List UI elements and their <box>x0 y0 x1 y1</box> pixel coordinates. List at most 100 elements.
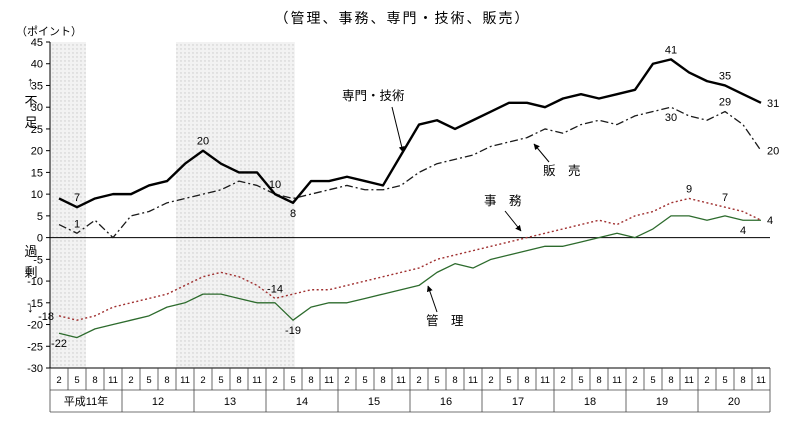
y-tick-label: -5 <box>33 254 43 266</box>
x-year-label: 16 <box>440 396 452 408</box>
point-label: 41 <box>665 44 677 56</box>
point-label: 20 <box>197 136 209 148</box>
annotation-arrow <box>504 210 522 232</box>
x-month-label: 5 <box>146 375 151 386</box>
point-label: 35 <box>719 70 731 82</box>
series-line-専門・技術 <box>58 58 762 209</box>
x-month-label: 5 <box>362 375 367 386</box>
x-month-label: 8 <box>524 375 529 386</box>
point-label: 20 <box>767 146 779 158</box>
x-year-label: 12 <box>152 396 164 408</box>
y-tick-label: 45 <box>31 37 43 49</box>
series-line-販売 <box>58 106 762 239</box>
x-month-label: 11 <box>756 375 766 386</box>
x-month-label: 2 <box>128 375 133 386</box>
x-month-label: 5 <box>722 375 727 386</box>
x-month-label: 5 <box>434 375 439 386</box>
x-month-label: 2 <box>200 375 205 386</box>
x-month-label: 8 <box>452 375 457 386</box>
y-tick-label: 5 <box>37 211 43 223</box>
y-tick-label: 20 <box>31 146 43 158</box>
series-annotation: 販 売 <box>543 163 581 178</box>
x-year-label: 15 <box>368 396 380 408</box>
x-month-label: 8 <box>308 375 313 386</box>
x-month-label: 8 <box>380 375 385 386</box>
chart-title: （管理、事務、専門・技術、販売） <box>274 10 531 26</box>
x-month-label: 5 <box>218 375 223 386</box>
y-tick-label: 15 <box>31 167 43 179</box>
y-tick-label: -30 <box>27 363 43 375</box>
x-month-label: 8 <box>668 375 673 386</box>
shortage-up-arrow-icon: ↑ <box>27 74 34 89</box>
x-month-label: 11 <box>252 375 262 386</box>
surplus-down-arrow-icon: ↓ <box>27 300 34 315</box>
y-tick-label: 0 <box>37 233 43 245</box>
x-month-label: 11 <box>396 375 406 386</box>
series-annotation: 専門・技術 <box>342 89 405 103</box>
x-month-label: 5 <box>650 375 655 386</box>
x-month-label: 11 <box>612 375 622 386</box>
series-line-管理 <box>58 215 761 339</box>
y-tick-label: 35 <box>31 80 43 92</box>
x-month-label: 2 <box>272 375 277 386</box>
point-label: 31 <box>767 98 779 110</box>
x-month-label: 2 <box>560 375 565 386</box>
point-label: 30 <box>665 112 677 124</box>
y-tick-label: 25 <box>31 124 43 136</box>
point-label: 4 <box>767 215 773 227</box>
x-year-label: 14 <box>296 396 308 408</box>
annotation-arrow <box>426 285 438 313</box>
x-year-label: 18 <box>584 396 596 408</box>
series-annotation: 管 理 <box>426 313 464 328</box>
x-month-label: 2 <box>416 375 421 386</box>
point-label: 8 <box>290 208 296 220</box>
recession-band <box>176 42 295 368</box>
point-label: 7 <box>74 192 80 204</box>
annotation-arrow <box>391 106 405 153</box>
y-axis-label-shortage: 不足 <box>24 94 38 130</box>
y-axis-unit-label: （ポイント） <box>16 26 82 38</box>
y-axis-label-surplus: 過剰 <box>24 244 38 280</box>
point-label: 29 <box>719 97 731 109</box>
x-month-label: 8 <box>92 375 97 386</box>
point-label: -22 <box>51 338 67 350</box>
y-tick-label: 10 <box>31 189 43 201</box>
point-label: -19 <box>285 325 301 337</box>
x-month-label: 5 <box>290 375 295 386</box>
x-year-label: 平成11年 <box>64 394 108 408</box>
point-label: -18 <box>38 311 54 323</box>
x-month-label: 11 <box>468 375 478 386</box>
y-tick-label: -25 <box>27 341 43 353</box>
x-year-label: 13 <box>224 396 236 408</box>
point-label: 10 <box>269 179 281 191</box>
y-tick-label: 40 <box>31 59 43 71</box>
x-month-label: 11 <box>324 375 334 386</box>
y-tick-label: 30 <box>31 102 43 114</box>
y-tick-label: -15 <box>27 298 43 310</box>
x-year-label: 20 <box>728 396 740 408</box>
point-label: 9 <box>686 183 692 195</box>
x-month-label: 2 <box>56 375 61 386</box>
annotation-arrow <box>533 143 550 163</box>
y-tick-label: -20 <box>27 320 43 332</box>
point-label: 4 <box>740 225 746 237</box>
x-month-label: 5 <box>578 375 583 386</box>
point-label: 1 <box>74 218 80 230</box>
x-month-label: 2 <box>488 375 493 386</box>
x-month-label: 8 <box>164 375 169 386</box>
x-month-label: 11 <box>684 375 694 386</box>
x-month-label: 8 <box>740 375 745 386</box>
point-label: 7 <box>722 192 728 204</box>
x-month-label: 2 <box>704 375 709 386</box>
series-line-事務 <box>58 197 762 321</box>
y-tick-label: -10 <box>27 276 43 288</box>
x-year-label: 19 <box>656 396 668 408</box>
x-month-label: 8 <box>236 375 241 386</box>
x-month-label: 11 <box>180 375 190 386</box>
x-month-label: 5 <box>506 375 511 386</box>
x-month-label: 2 <box>632 375 637 386</box>
x-month-label: 11 <box>108 375 118 386</box>
x-year-label: 17 <box>512 396 524 408</box>
